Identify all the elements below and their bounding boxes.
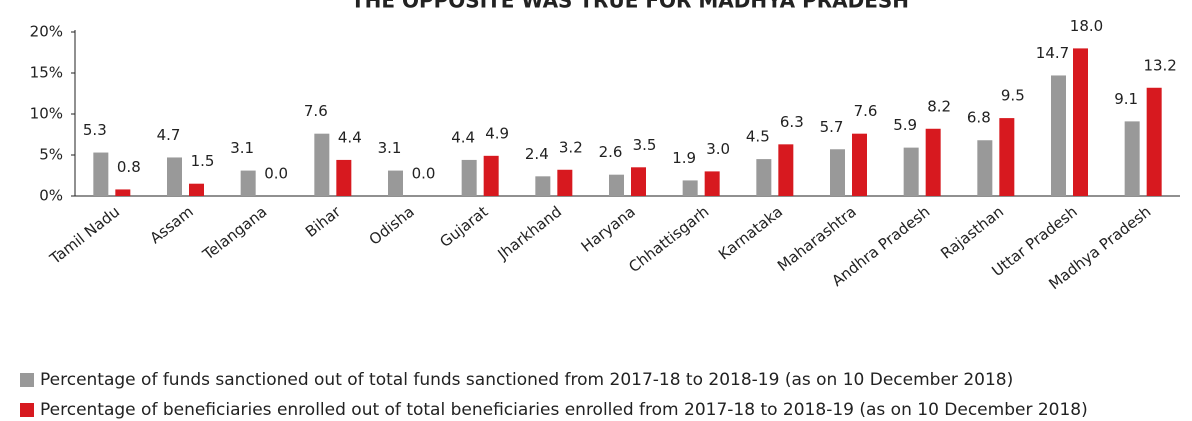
value-label: 0.0 xyxy=(412,165,436,183)
value-label: 5.7 xyxy=(820,118,844,136)
legend-label: Percentage of funds sanctioned out of to… xyxy=(40,370,1013,390)
bar xyxy=(999,118,1015,196)
bar xyxy=(1073,48,1088,197)
value-label: 4.4 xyxy=(338,128,362,146)
value-label: 3.5 xyxy=(633,136,657,154)
value-label: 5.9 xyxy=(893,116,917,134)
x-tick-label: Gujarat xyxy=(436,202,491,251)
x-tick-label: Rajasthan xyxy=(937,203,1007,263)
chart-title: THE OPPOSITE WAS TRUE FOR MADHYA PRADESH xyxy=(351,0,909,13)
value-label: 3.1 xyxy=(378,139,402,157)
value-label: 8.2 xyxy=(927,97,951,115)
value-label: 14.7 xyxy=(1036,44,1069,62)
value-label: 13.2 xyxy=(1143,56,1176,74)
bar xyxy=(314,133,330,196)
value-label: 3.2 xyxy=(559,138,583,156)
bar xyxy=(852,133,867,196)
bar xyxy=(115,189,131,196)
legend-swatch xyxy=(20,373,34,387)
value-label: 0.0 xyxy=(264,165,288,183)
bar xyxy=(756,159,772,196)
bar xyxy=(631,167,646,196)
value-label: 0.8 xyxy=(117,158,141,176)
bar xyxy=(336,159,352,196)
bar xyxy=(189,183,204,196)
bar xyxy=(977,140,993,196)
bar xyxy=(778,144,794,196)
bar xyxy=(1051,75,1066,196)
bar xyxy=(925,128,941,196)
bar xyxy=(609,174,624,196)
x-tick-label: Telangana xyxy=(199,203,271,265)
value-label: 3.1 xyxy=(230,139,254,157)
value-label: 7.6 xyxy=(854,102,878,120)
y-tick-label: 15% xyxy=(30,64,63,82)
value-label: 9.1 xyxy=(1114,90,1138,108)
bar xyxy=(93,152,109,196)
value-label: 4.9 xyxy=(485,124,509,142)
value-label: 2.6 xyxy=(599,143,623,161)
bar xyxy=(1124,121,1140,196)
bar xyxy=(1146,87,1162,196)
value-label: 1.5 xyxy=(191,152,215,170)
bar xyxy=(461,159,477,196)
bar xyxy=(240,170,256,196)
value-label: 1.9 xyxy=(672,149,696,167)
x-tick-label: Tamil Nadu xyxy=(46,203,123,269)
bar xyxy=(557,169,573,196)
legend-swatch xyxy=(20,403,34,417)
bar xyxy=(535,176,551,196)
bar xyxy=(682,180,698,196)
value-label: 6.8 xyxy=(967,109,991,127)
value-label: 7.6 xyxy=(304,102,328,120)
x-tick-label: Haryana xyxy=(578,203,639,256)
value-label: 2.4 xyxy=(525,145,549,163)
bar xyxy=(167,157,182,196)
legend-label: Percentage of beneficiaries enrolled out… xyxy=(40,400,1088,420)
bar xyxy=(483,155,499,196)
x-tick-label: Assam xyxy=(146,203,196,248)
x-tick-label: Karnataka xyxy=(715,203,786,264)
value-label: 4.7 xyxy=(157,126,181,144)
bar xyxy=(388,170,403,196)
value-label: 6.3 xyxy=(780,113,804,131)
value-label: 4.5 xyxy=(746,128,770,146)
y-tick-label: 5% xyxy=(39,146,63,164)
value-label: 18.0 xyxy=(1070,17,1103,35)
y-tick-label: 0% xyxy=(39,187,63,205)
value-label: 5.3 xyxy=(83,121,107,139)
bar xyxy=(903,147,919,196)
y-tick-label: 10% xyxy=(30,105,63,123)
y-tick-label: 20% xyxy=(30,23,63,41)
value-label: 3.0 xyxy=(706,140,730,158)
x-tick-label: Jharkhand xyxy=(494,203,566,264)
x-tick-label: Bihar xyxy=(302,202,345,241)
x-tick-label: Odisha xyxy=(366,203,418,249)
x-tick-label: Chhattisgarh xyxy=(625,203,712,277)
value-label: 9.5 xyxy=(1001,87,1025,105)
bar xyxy=(704,171,720,196)
bar xyxy=(830,149,845,196)
value-label: 4.4 xyxy=(451,128,475,146)
